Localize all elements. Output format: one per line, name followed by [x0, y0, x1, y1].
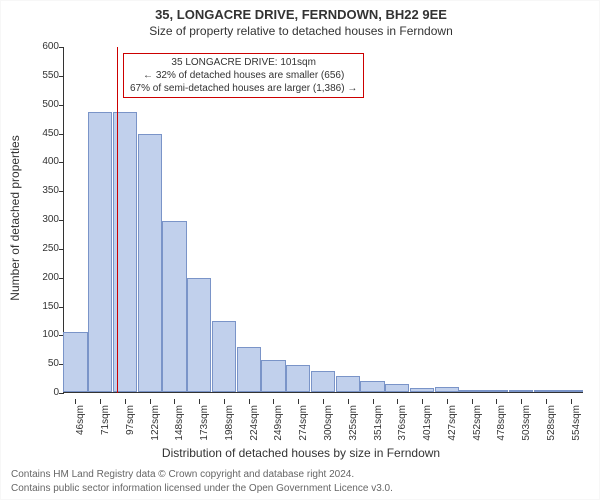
histogram-bar [261, 360, 285, 392]
histogram-bar [237, 347, 261, 392]
histogram-bar [138, 134, 162, 393]
histogram-bar [534, 390, 558, 392]
histogram-bar [558, 390, 582, 392]
y-tick: 450 [23, 129, 59, 139]
y-tick: 600 [23, 42, 59, 52]
histogram-bar [187, 278, 211, 392]
plot-area: 05010015020025030035040045050055060046sq… [63, 47, 583, 393]
y-tick: 500 [23, 100, 59, 110]
chart-container: 35, LONGACRE DRIVE, FERNDOWN, BH22 9EE S… [0, 0, 600, 500]
histogram-bar [459, 390, 483, 392]
y-tick: 300 [23, 215, 59, 225]
histogram-bar [385, 384, 409, 392]
histogram-bar [410, 388, 434, 392]
y-tick: 250 [23, 244, 59, 254]
histogram-bar [88, 112, 112, 392]
histogram-bar [435, 387, 459, 392]
histogram-bar [484, 390, 508, 392]
footer-line-2: Contains public sector information licen… [11, 483, 393, 494]
footer-line-1: Contains HM Land Registry data © Crown c… [11, 469, 354, 480]
y-tick: 50 [23, 359, 59, 369]
histogram-bar [336, 376, 360, 392]
histogram-bar [509, 390, 533, 392]
annotation-line: 35 LONGACRE DRIVE: 101sqm [130, 56, 357, 69]
y-tick: 150 [23, 302, 59, 312]
annotation-line: ← 32% of detached houses are smaller (65… [130, 69, 357, 82]
histogram-bar [286, 365, 310, 392]
chart-title: 35, LONGACRE DRIVE, FERNDOWN, BH22 9EE [1, 7, 600, 22]
y-tick: 350 [23, 186, 59, 196]
y-tick: 550 [23, 71, 59, 81]
y-tick: 100 [23, 330, 59, 340]
y-tick: 0 [23, 388, 59, 398]
x-axis-label: Distribution of detached houses by size … [1, 446, 600, 460]
histogram-bar [63, 332, 87, 392]
y-axis-label: Number of detached properties [8, 135, 22, 300]
histogram-bar [212, 321, 236, 392]
chart-subtitle: Size of property relative to detached ho… [1, 24, 600, 38]
histogram-bar [311, 371, 335, 392]
annotation-box: 35 LONGACRE DRIVE: 101sqm← 32% of detach… [123, 53, 364, 98]
y-axis-label-wrap: Number of detached properties [15, 1, 29, 421]
y-tick: 400 [23, 157, 59, 167]
y-tick: 200 [23, 273, 59, 283]
histogram-bar [162, 221, 186, 392]
annotation-line: 67% of semi-detached houses are larger (… [130, 82, 357, 95]
histogram-bar [360, 381, 384, 392]
x-axis-line [63, 392, 583, 393]
reference-line [117, 47, 118, 393]
